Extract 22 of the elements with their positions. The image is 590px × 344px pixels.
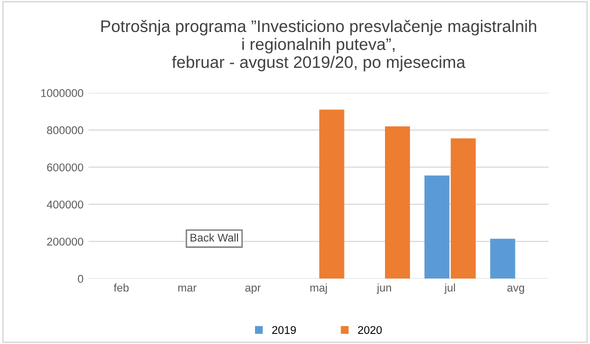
x-tick-label: maj (310, 284, 327, 294)
bar (319, 110, 344, 279)
bar (490, 238, 516, 279)
y-tick-label: 400000 (46, 200, 84, 208)
y-tick-label: 1000000 (41, 89, 84, 98)
y-tick-label: 0 (78, 274, 84, 283)
x-tick-label: apr (245, 286, 261, 294)
bar (450, 138, 476, 279)
bar (385, 126, 410, 279)
legend-label: 2019 (272, 326, 296, 334)
chart-title: Potrošnja programa ”Investiciono presvlačenje magistralnih i regionalnih puteva”, februar - avgust 2019/20, po mjesecima (101, 20, 536, 72)
x-tick-label: avg (507, 286, 524, 294)
x-tick-label: mar (178, 286, 196, 292)
bar (424, 176, 450, 279)
annotation: Back Wall (190, 233, 238, 242)
y-tick-label: 600000 (47, 163, 84, 172)
x-tick-label: jun (376, 284, 392, 294)
legend-label: 2020 (358, 326, 382, 334)
y-tick-label: 200000 (47, 238, 84, 246)
x-tick-label: feb (114, 284, 129, 292)
x-tick-label: jul (444, 284, 455, 294)
y-tick-label: 800000 (47, 126, 84, 134)
